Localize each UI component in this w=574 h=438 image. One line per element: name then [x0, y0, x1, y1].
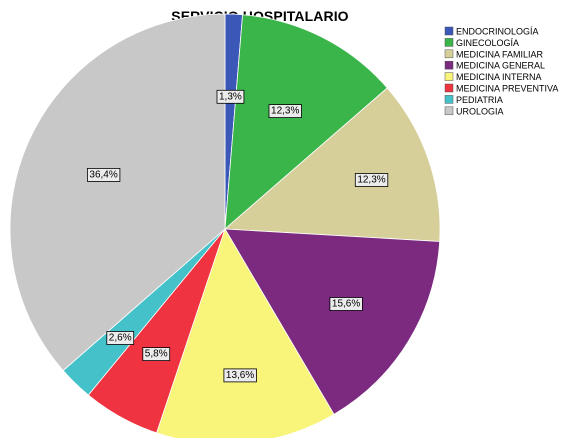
legend-swatch	[444, 38, 454, 47]
slice-label-box	[223, 368, 257, 383]
legend-label: MEDICINA FAMILIAR	[456, 49, 544, 59]
pie-slice	[224, 14, 388, 230]
legend-label: MEDICINA INTERNA	[456, 72, 542, 82]
slice-label-box	[216, 89, 245, 104]
slice-value-label: 2,6%	[109, 333, 132, 344]
legend-label: MEDICINA PREVENTIVA	[456, 84, 558, 94]
pie-slice	[9, 13, 226, 372]
legend-label: MEDICINA GENERAL	[456, 61, 545, 71]
slice-value-label: 5,8%	[145, 349, 168, 360]
slice-value-label: 12,3%	[357, 175, 385, 186]
legend-label: ENDOCRINOLOGÍA	[456, 27, 539, 37]
slice-value-label: 13,6%	[226, 370, 254, 381]
legend-swatch	[444, 95, 454, 104]
slice-value-label: 1,3%	[219, 91, 242, 102]
slice-value-label: 15,6%	[332, 299, 360, 310]
slice-label-box	[329, 297, 363, 311]
legend-label: PEDIATRIA	[456, 95, 503, 105]
slice-label-box	[87, 167, 121, 182]
slice-label-box	[106, 331, 135, 345]
slice-value-label: 36,4%	[89, 169, 117, 180]
legend-swatch	[444, 106, 454, 116]
slice-label-box	[142, 347, 171, 362]
pie-slice	[223, 87, 441, 242]
legend-swatch	[444, 26, 454, 36]
legend-swatch	[444, 49, 454, 59]
pie-slice	[156, 228, 335, 438]
slice-label-box	[354, 173, 389, 187]
slice-value-label: 12,3%	[271, 106, 299, 117]
slice-label-box	[268, 104, 302, 118]
legend-swatch	[444, 60, 454, 70]
legend-swatch	[444, 72, 454, 81]
legend-label: GINECOLOGÍA	[456, 38, 519, 48]
pie-slice	[224, 228, 441, 415]
legend-label: UROLOGIA	[456, 106, 504, 116]
pie-slices	[9, 13, 441, 438]
legend-swatch	[444, 83, 454, 93]
slice-labels: 1,3% 12,3% 12,3% 15,6% 13,6% 5,8% 2,6% 36,4%	[87, 89, 389, 383]
